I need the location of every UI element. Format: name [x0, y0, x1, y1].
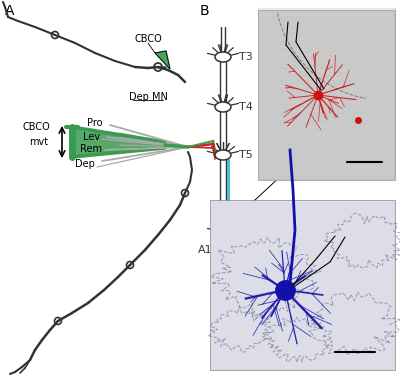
Polygon shape	[155, 51, 170, 69]
Text: T3: T3	[239, 52, 253, 62]
Ellipse shape	[215, 227, 231, 237]
Ellipse shape	[215, 102, 231, 112]
Ellipse shape	[215, 52, 231, 62]
Text: 200 μm: 200 μm	[348, 166, 380, 176]
Text: Pro: Pro	[88, 118, 103, 128]
Text: A: A	[5, 4, 14, 18]
Text: Dep MN: Dep MN	[293, 11, 332, 21]
Text: 5HT Cell: 5HT Cell	[334, 227, 376, 237]
Text: T5: T5	[239, 150, 253, 160]
Polygon shape	[72, 127, 165, 157]
Text: CBCO: CBCO	[22, 122, 50, 132]
FancyBboxPatch shape	[258, 10, 395, 180]
Text: Lev: Lev	[83, 132, 100, 142]
Text: Dep: Dep	[75, 159, 95, 169]
Text: mvt: mvt	[29, 137, 48, 147]
Text: CBCO: CBCO	[134, 34, 162, 44]
Text: Rem: Rem	[80, 144, 102, 154]
FancyBboxPatch shape	[210, 200, 395, 370]
Text: 200 μm: 200 μm	[339, 357, 371, 366]
FancyBboxPatch shape	[259, 11, 394, 179]
Text: 5HT Cell: 5HT Cell	[285, 172, 326, 182]
Text: T4: T4	[239, 102, 253, 112]
Ellipse shape	[215, 150, 231, 160]
FancyBboxPatch shape	[211, 201, 394, 369]
Text: B: B	[200, 4, 210, 18]
Text: Dep MN: Dep MN	[128, 92, 168, 102]
Text: A1: A1	[198, 245, 212, 255]
